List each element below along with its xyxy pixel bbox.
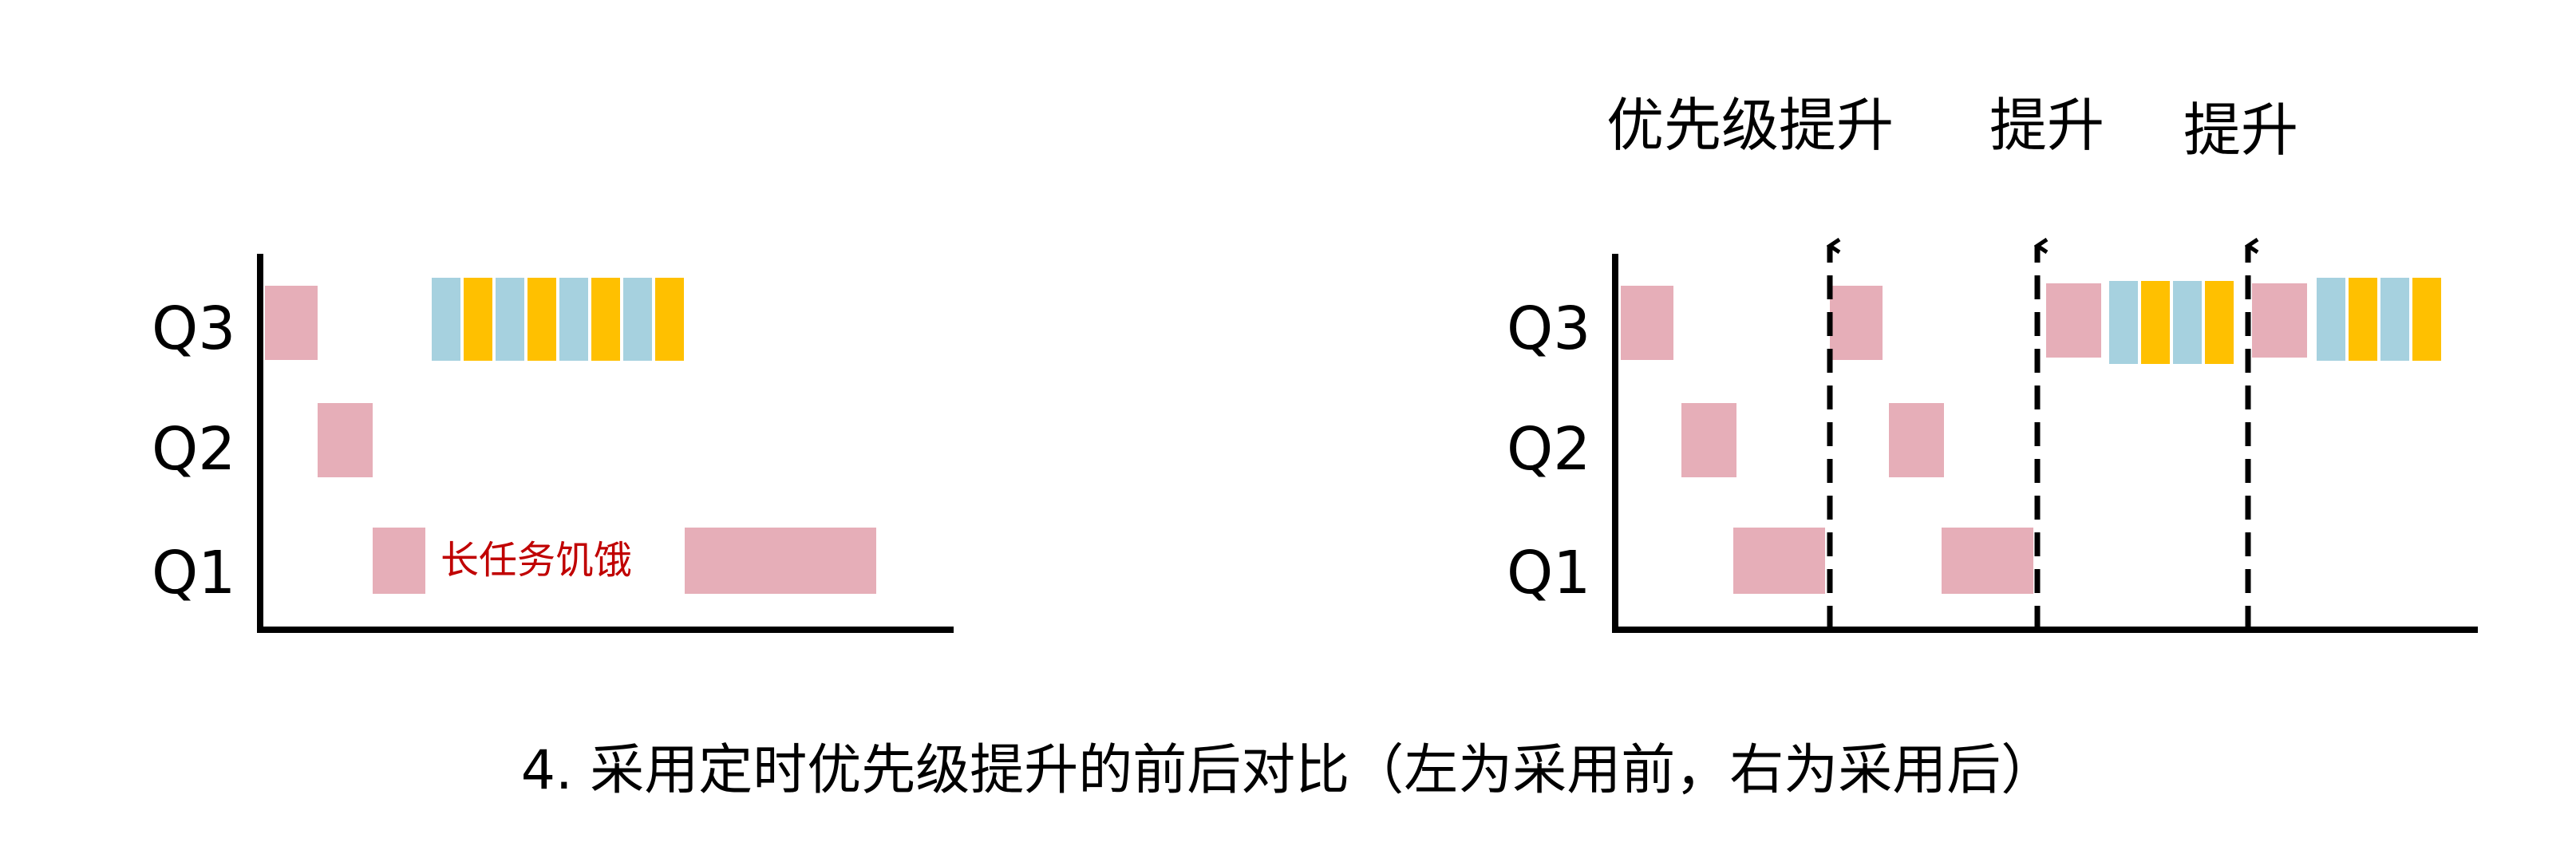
task-block-pink [1830, 286, 1883, 360]
task-block-yellow [2141, 281, 2170, 364]
right-diagram: 优先级提升 提升 提升 Q3 Q2 Q1 [1507, 92, 2478, 633]
left-task-blocks [265, 278, 876, 594]
right-lane-label-q2: Q2 [1507, 415, 1590, 484]
boost-label-2: 提升 [1989, 92, 2104, 159]
task-block-pink [1681, 403, 1736, 477]
task-block-pink [318, 403, 373, 477]
figure-caption: 4. 采用定时优先级提升的前后对比（左为采用前，右为采用后） [521, 739, 2056, 802]
task-block-pink [1889, 403, 1944, 477]
task-block-pink [1621, 286, 1673, 360]
task-block-blue [2173, 281, 2202, 364]
task-block-pink [685, 528, 876, 594]
task-block-yellow [464, 278, 492, 361]
boost-label-1: 优先级提升 [1606, 92, 1894, 159]
boost-label-3: 提升 [2183, 97, 2298, 164]
task-block-blue [559, 278, 588, 361]
task-block-pink [265, 286, 318, 360]
task-block-pink [2252, 283, 2307, 358]
right-task-blocks [1621, 278, 2441, 594]
task-block-yellow [2349, 278, 2377, 361]
task-block-pink [1733, 528, 1825, 594]
task-block-blue [2317, 278, 2345, 361]
task-block-pink [373, 528, 425, 594]
right-lane-label-q1: Q1 [1507, 539, 1590, 607]
left-lane-label-q1: Q1 [152, 539, 235, 607]
task-block-blue [2109, 281, 2138, 364]
task-block-yellow [2205, 281, 2234, 364]
task-block-yellow [2412, 278, 2441, 361]
left-lane-label-q3: Q3 [152, 295, 235, 363]
left-diagram: Q3 Q2 Q1 长任务饥饿 [152, 254, 954, 633]
boost-arrows [1830, 246, 2248, 630]
starvation-annotation: 长任务饥饿 [441, 538, 632, 583]
right-lane-label-q3: Q3 [1507, 295, 1590, 363]
task-block-blue [432, 278, 460, 361]
task-block-blue [2380, 278, 2409, 361]
task-block-yellow [655, 278, 684, 361]
task-block-yellow [591, 278, 620, 361]
task-block-pink [1942, 528, 2033, 594]
task-block-blue [496, 278, 524, 361]
task-block-blue [623, 278, 652, 361]
task-block-yellow [527, 278, 556, 361]
task-block-pink [2046, 283, 2101, 358]
left-lane-label-q2: Q2 [152, 415, 235, 484]
